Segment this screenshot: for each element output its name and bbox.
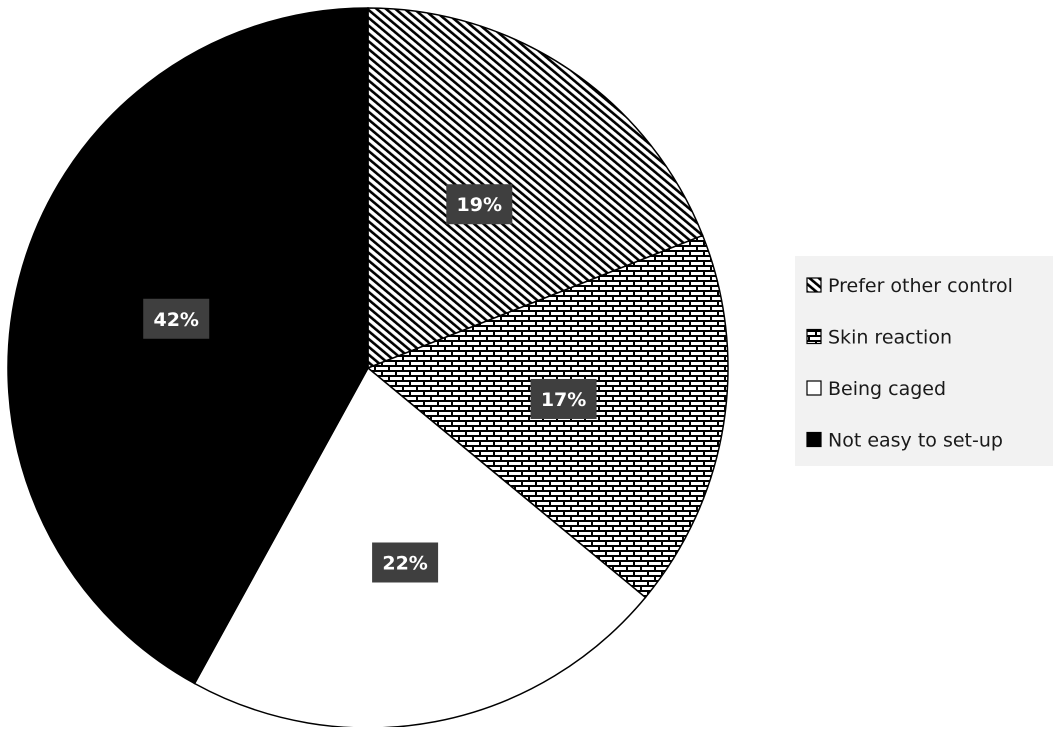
legend-item-not-easy-to-set-up: Not easy to set-up — [806, 430, 1003, 452]
data-label-not-easy-to-set-up: 42% — [143, 298, 210, 339]
data-label-prefer-other-control: 19% — [446, 184, 513, 225]
data-label-text: 42% — [153, 309, 198, 331]
data-label-box — [446, 184, 513, 225]
data-label-text: 22% — [382, 552, 427, 574]
data-label-skin-reaction: 17% — [530, 378, 597, 419]
legend-item-prefer-other-control: Prefer other control — [806, 275, 1013, 297]
data-label-text: 17% — [541, 389, 586, 411]
data-label-box — [143, 298, 210, 339]
legend-item-skin-reaction: Skin reaction — [806, 327, 952, 349]
pie-slice-not-easy-to-set-up — [7, 7, 369, 685]
legend-label: Not easy to set-up — [828, 430, 1003, 452]
legend-swatch — [806, 431, 822, 448]
data-label-box — [372, 542, 439, 583]
legend-label: Prefer other control — [828, 275, 1013, 297]
pie-data-labels: 19% 17% 22% 42% — [143, 184, 597, 583]
legend: Prefer other control Skin reaction Being c… — [795, 256, 1053, 466]
legend-swatch — [806, 380, 822, 396]
legend-item-being-caged: Being caged — [806, 378, 946, 400]
legend-swatch — [806, 277, 822, 293]
legend-swatch — [806, 328, 822, 345]
data-label-text: 19% — [457, 194, 502, 216]
data-label-being-caged: 22% — [372, 542, 439, 583]
legend-background — [795, 256, 1053, 466]
pie-slice-prefer-other-control — [367, 7, 704, 370]
legend-label: Being caged — [828, 378, 946, 400]
data-label-box — [530, 378, 597, 419]
pie-slices — [7, 7, 729, 729]
legend-label: Skin reaction — [828, 327, 952, 349]
